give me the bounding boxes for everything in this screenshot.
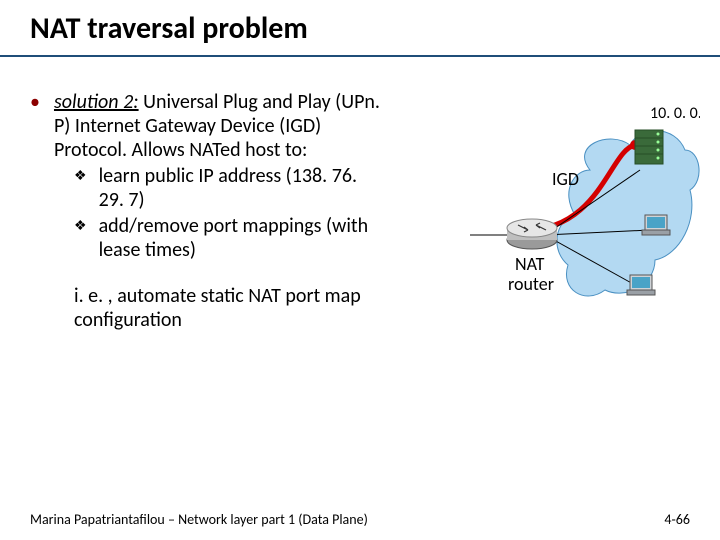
bullet-row: • solution 2: Universal Plug and Play (U… [30, 90, 380, 162]
network-diagram: 10. 0. 0. 1 IGD NAT router [440, 90, 700, 350]
pc-icon [627, 275, 655, 295]
sub-bullet-marker: ❖ [74, 214, 87, 238]
nat-router-icon [507, 219, 557, 249]
server-icon [635, 130, 663, 164]
title-underline [0, 55, 720, 57]
sub-bullet-marker: ❖ [74, 164, 87, 188]
content-block: • solution 2: Universal Plug and Play (U… [30, 90, 380, 332]
pc-icon [642, 215, 670, 235]
nat-label: NAT router [508, 253, 554, 295]
sub-bullet-1: ❖ learn public IP address (138. 76. 29. … [74, 164, 380, 212]
ip-label: 10. 0. 0. 1 [650, 104, 700, 123]
page-title: NAT traversal problem [30, 10, 308, 47]
ie-text: i. e. , automate static NAT port map con… [74, 284, 374, 332]
igd-label: IGD [552, 168, 579, 190]
bullet-lead: solution 2: [54, 90, 139, 114]
bullet-text: solution 2: Universal Plug and Play (UPn… [54, 90, 380, 162]
footer-text: Marina Papatriantafilou – Network layer … [30, 511, 368, 528]
bullet-marker: • [30, 90, 40, 114]
sub-bullet-2: ❖ add/remove port mappings (with lease t… [74, 214, 380, 262]
slide-number: 4-66 [664, 511, 690, 528]
sub-bullet-2-text: add/remove port mappings (with lease tim… [99, 214, 380, 262]
sub-bullet-1-text: learn public IP address (138. 76. 29. 7) [99, 164, 380, 212]
